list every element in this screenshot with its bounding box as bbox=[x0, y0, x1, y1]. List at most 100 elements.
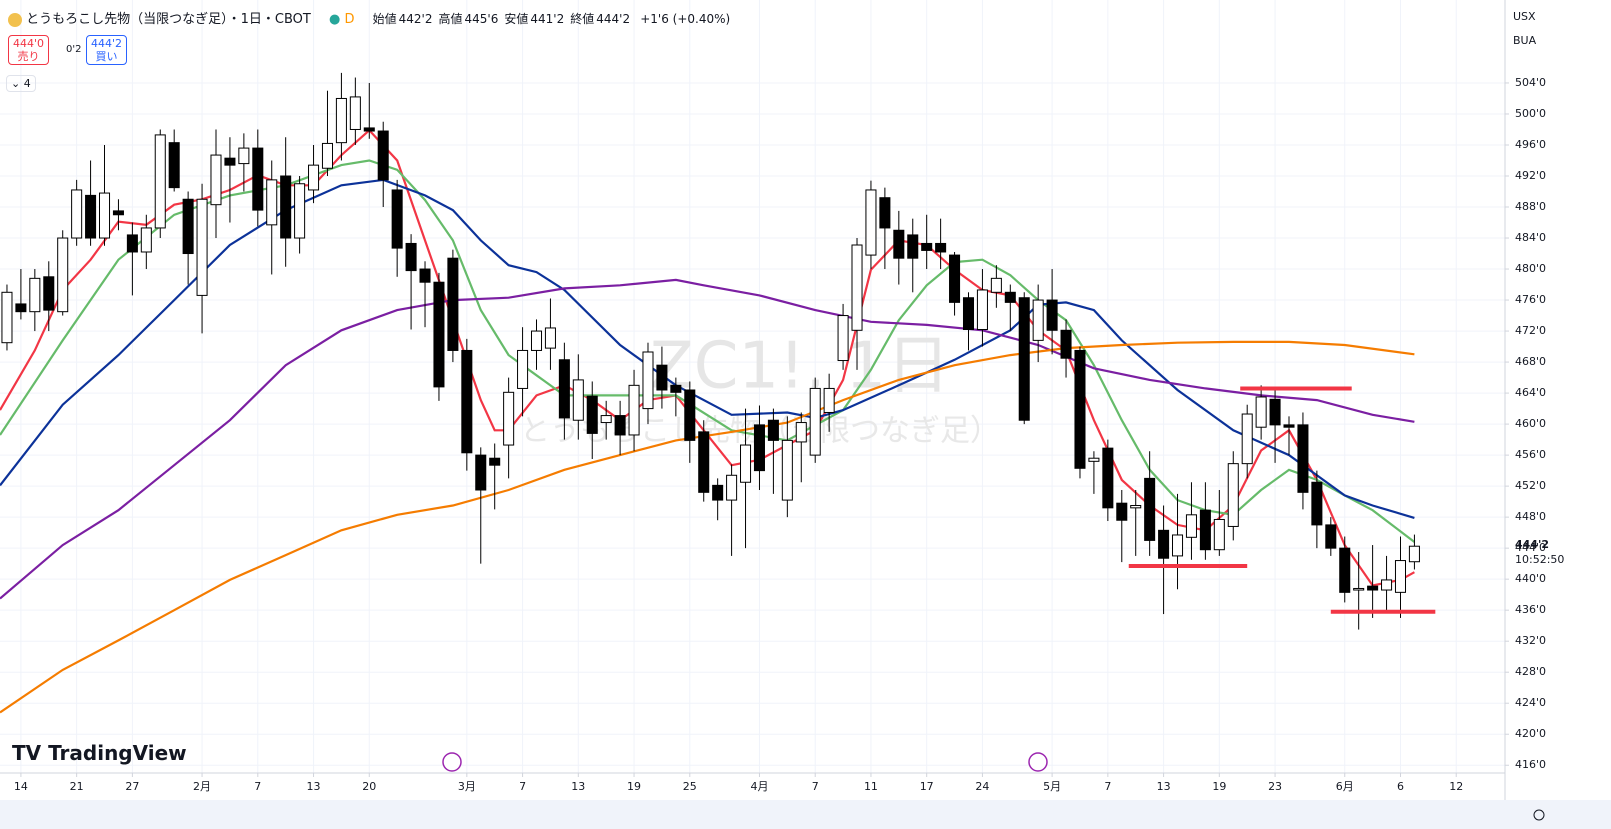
candle-body bbox=[642, 351, 654, 410]
candle-body bbox=[1339, 547, 1351, 593]
x-tick-label: 24 bbox=[975, 780, 989, 793]
y-tick-label: 428'0 bbox=[1515, 665, 1546, 678]
y-tick-label: 496'0 bbox=[1515, 138, 1546, 151]
candle-body bbox=[1144, 477, 1156, 541]
y-tick-label: 424'0 bbox=[1515, 696, 1546, 709]
x-tick-label: 7 bbox=[812, 780, 819, 793]
watermark-symbol: ZC1!, 1日 bbox=[650, 330, 950, 404]
x-tick-label: 2月 bbox=[193, 780, 211, 793]
x-tick-label: 6 bbox=[1397, 780, 1404, 793]
candle-body bbox=[1213, 518, 1225, 551]
candle-body bbox=[781, 439, 793, 501]
y-tick-label: 436'0 bbox=[1515, 603, 1546, 616]
sell-price: 444'0 bbox=[13, 37, 45, 50]
y-tick-label: 444'0 bbox=[1515, 541, 1546, 554]
candle-body bbox=[391, 189, 403, 249]
y-tick-label: 416'0 bbox=[1515, 758, 1546, 771]
candle-body bbox=[294, 183, 306, 239]
candle-body bbox=[85, 194, 97, 239]
candle-body bbox=[907, 234, 919, 259]
candle-body bbox=[280, 175, 292, 239]
y-tick-label: 464'0 bbox=[1515, 386, 1546, 399]
candle-body bbox=[1018, 297, 1030, 421]
candle-body bbox=[698, 431, 710, 493]
candle-body bbox=[1408, 545, 1420, 563]
x-tick-label: 13 bbox=[307, 780, 321, 793]
x-tick-label: 19 bbox=[627, 780, 641, 793]
candle-body bbox=[530, 330, 543, 351]
candle-body bbox=[949, 254, 961, 303]
y-tick-label: 476'0 bbox=[1515, 293, 1546, 306]
candle-body bbox=[1353, 587, 1365, 591]
candle-body bbox=[1046, 299, 1058, 331]
y-tick-label: 440'0 bbox=[1515, 572, 1546, 585]
candle-body bbox=[1227, 463, 1239, 527]
buy-button[interactable]: 444'2 買い bbox=[86, 35, 128, 65]
x-tick-label: 13 bbox=[571, 780, 585, 793]
candle-body bbox=[252, 147, 264, 211]
footer bbox=[0, 800, 1611, 829]
candle-body bbox=[809, 387, 821, 456]
candle-body bbox=[572, 379, 584, 421]
candle-body bbox=[656, 364, 668, 391]
quote-value: 445'6 bbox=[464, 12, 499, 26]
status-dot: ● bbox=[329, 12, 341, 27]
y-tick-label: 484'0 bbox=[1515, 231, 1546, 244]
change: +1'6 (+0.40%) bbox=[640, 12, 731, 26]
badge: D bbox=[344, 12, 355, 27]
candle-body bbox=[308, 164, 320, 191]
candle-body bbox=[614, 415, 626, 436]
x-tick-label: 17 bbox=[920, 780, 934, 793]
candle-body bbox=[405, 242, 417, 272]
event-icon[interactable] bbox=[442, 752, 462, 772]
candle-body bbox=[321, 142, 333, 169]
x-tick-label: 12 bbox=[1449, 780, 1463, 793]
candle-body bbox=[628, 384, 640, 436]
indicator-toggle[interactable]: ⌄ 4 bbox=[6, 75, 36, 92]
candle-body bbox=[238, 147, 250, 165]
candle-body bbox=[112, 210, 124, 216]
event-icon[interactable] bbox=[1028, 752, 1048, 772]
candle-body bbox=[726, 474, 738, 501]
candle-body bbox=[1199, 509, 1211, 551]
logo-text: TradingView bbox=[48, 741, 187, 765]
candle-body bbox=[976, 289, 988, 331]
candle-body bbox=[823, 387, 835, 413]
candle-body bbox=[865, 189, 877, 256]
x-tick-label: 7 bbox=[254, 780, 261, 793]
x-tick-label: 25 bbox=[683, 780, 697, 793]
plot bbox=[0, 72, 1436, 714]
candle-body bbox=[962, 297, 975, 331]
y-tick-label: 460'0 bbox=[1515, 417, 1546, 430]
x-tick-label: 19 bbox=[1212, 780, 1226, 793]
x-tick-label: 13 bbox=[1157, 780, 1171, 793]
candle-body bbox=[740, 444, 752, 483]
candle-body bbox=[461, 349, 473, 454]
sell-button[interactable]: 444'0 売り bbox=[8, 35, 50, 65]
candle-body bbox=[266, 179, 278, 226]
y-tick-label: 492'0 bbox=[1515, 169, 1546, 182]
candle-body bbox=[447, 257, 459, 351]
symbol-title[interactable]: とうもろこし先物（当限つなぎ足）・1日・CBOT bbox=[26, 12, 311, 27]
candle-body bbox=[1185, 514, 1197, 538]
candle-body bbox=[1367, 585, 1379, 591]
candle-body bbox=[419, 268, 431, 283]
candle-body bbox=[586, 395, 598, 434]
candle-body bbox=[29, 277, 41, 313]
sell-label: 売り bbox=[17, 50, 40, 63]
y-tick-label: 448'0 bbox=[1515, 510, 1546, 523]
logo: 𝗧𝗩 TradingView bbox=[12, 741, 187, 765]
currency[interactable]: USX bbox=[1513, 10, 1536, 23]
x-tick-label: 6月 bbox=[1336, 780, 1354, 793]
x-tick-label: 7 bbox=[519, 780, 526, 793]
candle-body bbox=[1158, 529, 1170, 559]
candle-body bbox=[1102, 447, 1114, 509]
settings-icon[interactable] bbox=[1533, 809, 1545, 821]
candle-body bbox=[1032, 299, 1044, 341]
x-tick-label: 4月 bbox=[750, 780, 768, 793]
candle-body bbox=[1088, 457, 1100, 462]
y-tick-label: 500'0 bbox=[1515, 107, 1546, 120]
unit[interactable]: BUA bbox=[1513, 34, 1537, 47]
candle-body bbox=[893, 229, 905, 259]
